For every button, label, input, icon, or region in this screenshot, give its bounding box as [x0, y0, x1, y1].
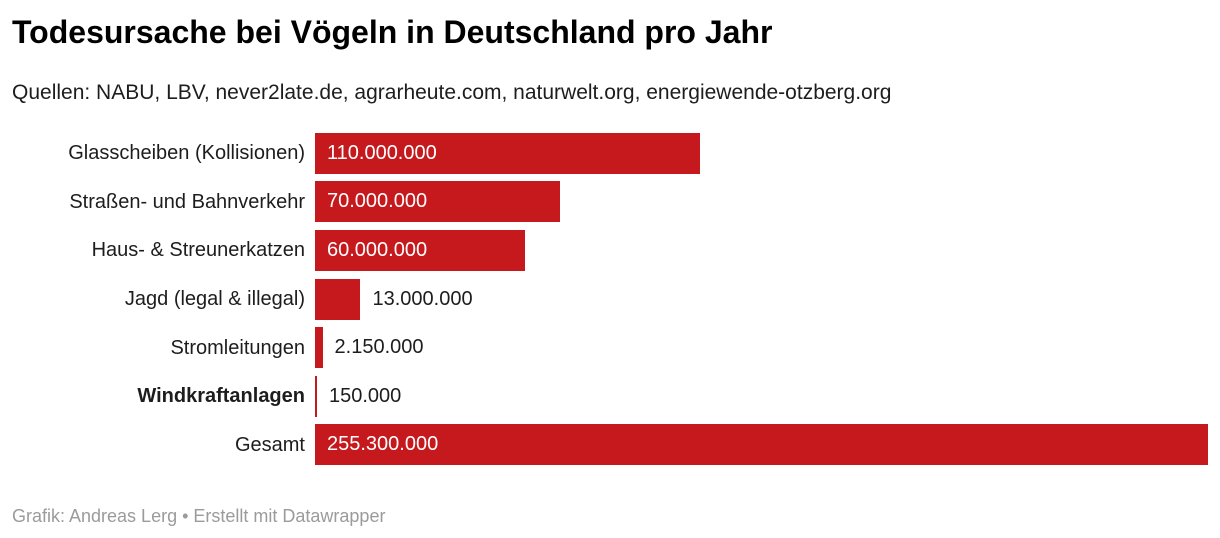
- bar-track: 2.150.000: [315, 327, 1208, 369]
- bar: [315, 278, 361, 320]
- chart-title: Todesursache bei Vögeln in Deutschland p…: [12, 14, 773, 50]
- category-label: Haus- & Streunerkatzen: [91, 239, 305, 262]
- bar: [315, 375, 317, 417]
- bar-track: 150.000: [315, 375, 1208, 417]
- value-label: 255.300.000: [327, 433, 439, 456]
- bar-track: 255.300.000: [315, 424, 1208, 466]
- chart-row: Gesamt 255.300.000: [12, 421, 1208, 470]
- bar: [315, 424, 1208, 466]
- value-label: 110.000.000: [327, 141, 437, 164]
- chart-row: Jagd (legal & illegal) 13.000.000: [12, 275, 1208, 324]
- bar-track: 60.000.000: [315, 229, 1208, 271]
- value-label: 150.000: [329, 384, 402, 407]
- category-label: Stromleitungen: [170, 336, 305, 359]
- bar: [315, 181, 560, 223]
- chart-row: Glasscheiben (Kollisionen) 110.000.000: [12, 129, 1208, 178]
- bar-track: 13.000.000: [315, 278, 1208, 320]
- bar: [315, 327, 323, 369]
- value-label: 2.150.000: [334, 336, 424, 359]
- bar: [315, 132, 700, 174]
- value-label: 60.000.000: [327, 238, 428, 261]
- chart-sources: Quellen: NABU, LBV, never2late.de, agrar…: [12, 81, 892, 104]
- bar-track: 70.000.000: [315, 181, 1208, 223]
- category-label: Jagd (legal & illegal): [124, 288, 305, 311]
- category-label: Straßen- und Bahnverkehr: [69, 190, 305, 213]
- chart-row: Stromleitungen 2.150.000: [12, 323, 1208, 372]
- bar-chart: Glasscheiben (Kollisionen) 110.000.000 Str…: [12, 129, 1208, 469]
- chart-credit: Grafik: Andreas Lerg • Erstellt mit Data…: [12, 506, 386, 527]
- category-label: Gesamt: [234, 433, 305, 456]
- chart-row: Straßen- und Bahnverkehr 70.000.000: [12, 178, 1208, 227]
- value-label: 13.000.000: [372, 287, 473, 310]
- chart-row: Haus- & Streunerkatzen 60.000.000: [12, 226, 1208, 275]
- chart-row: Windkraftanlagen 150.000: [12, 372, 1208, 421]
- bar-track: 110.000.000: [315, 132, 1208, 174]
- bar: [315, 229, 525, 271]
- value-label: 70.000.000: [327, 190, 428, 213]
- category-label: Windkraftanlagen: [137, 385, 305, 408]
- category-label: Glasscheiben (Kollisionen): [68, 142, 305, 165]
